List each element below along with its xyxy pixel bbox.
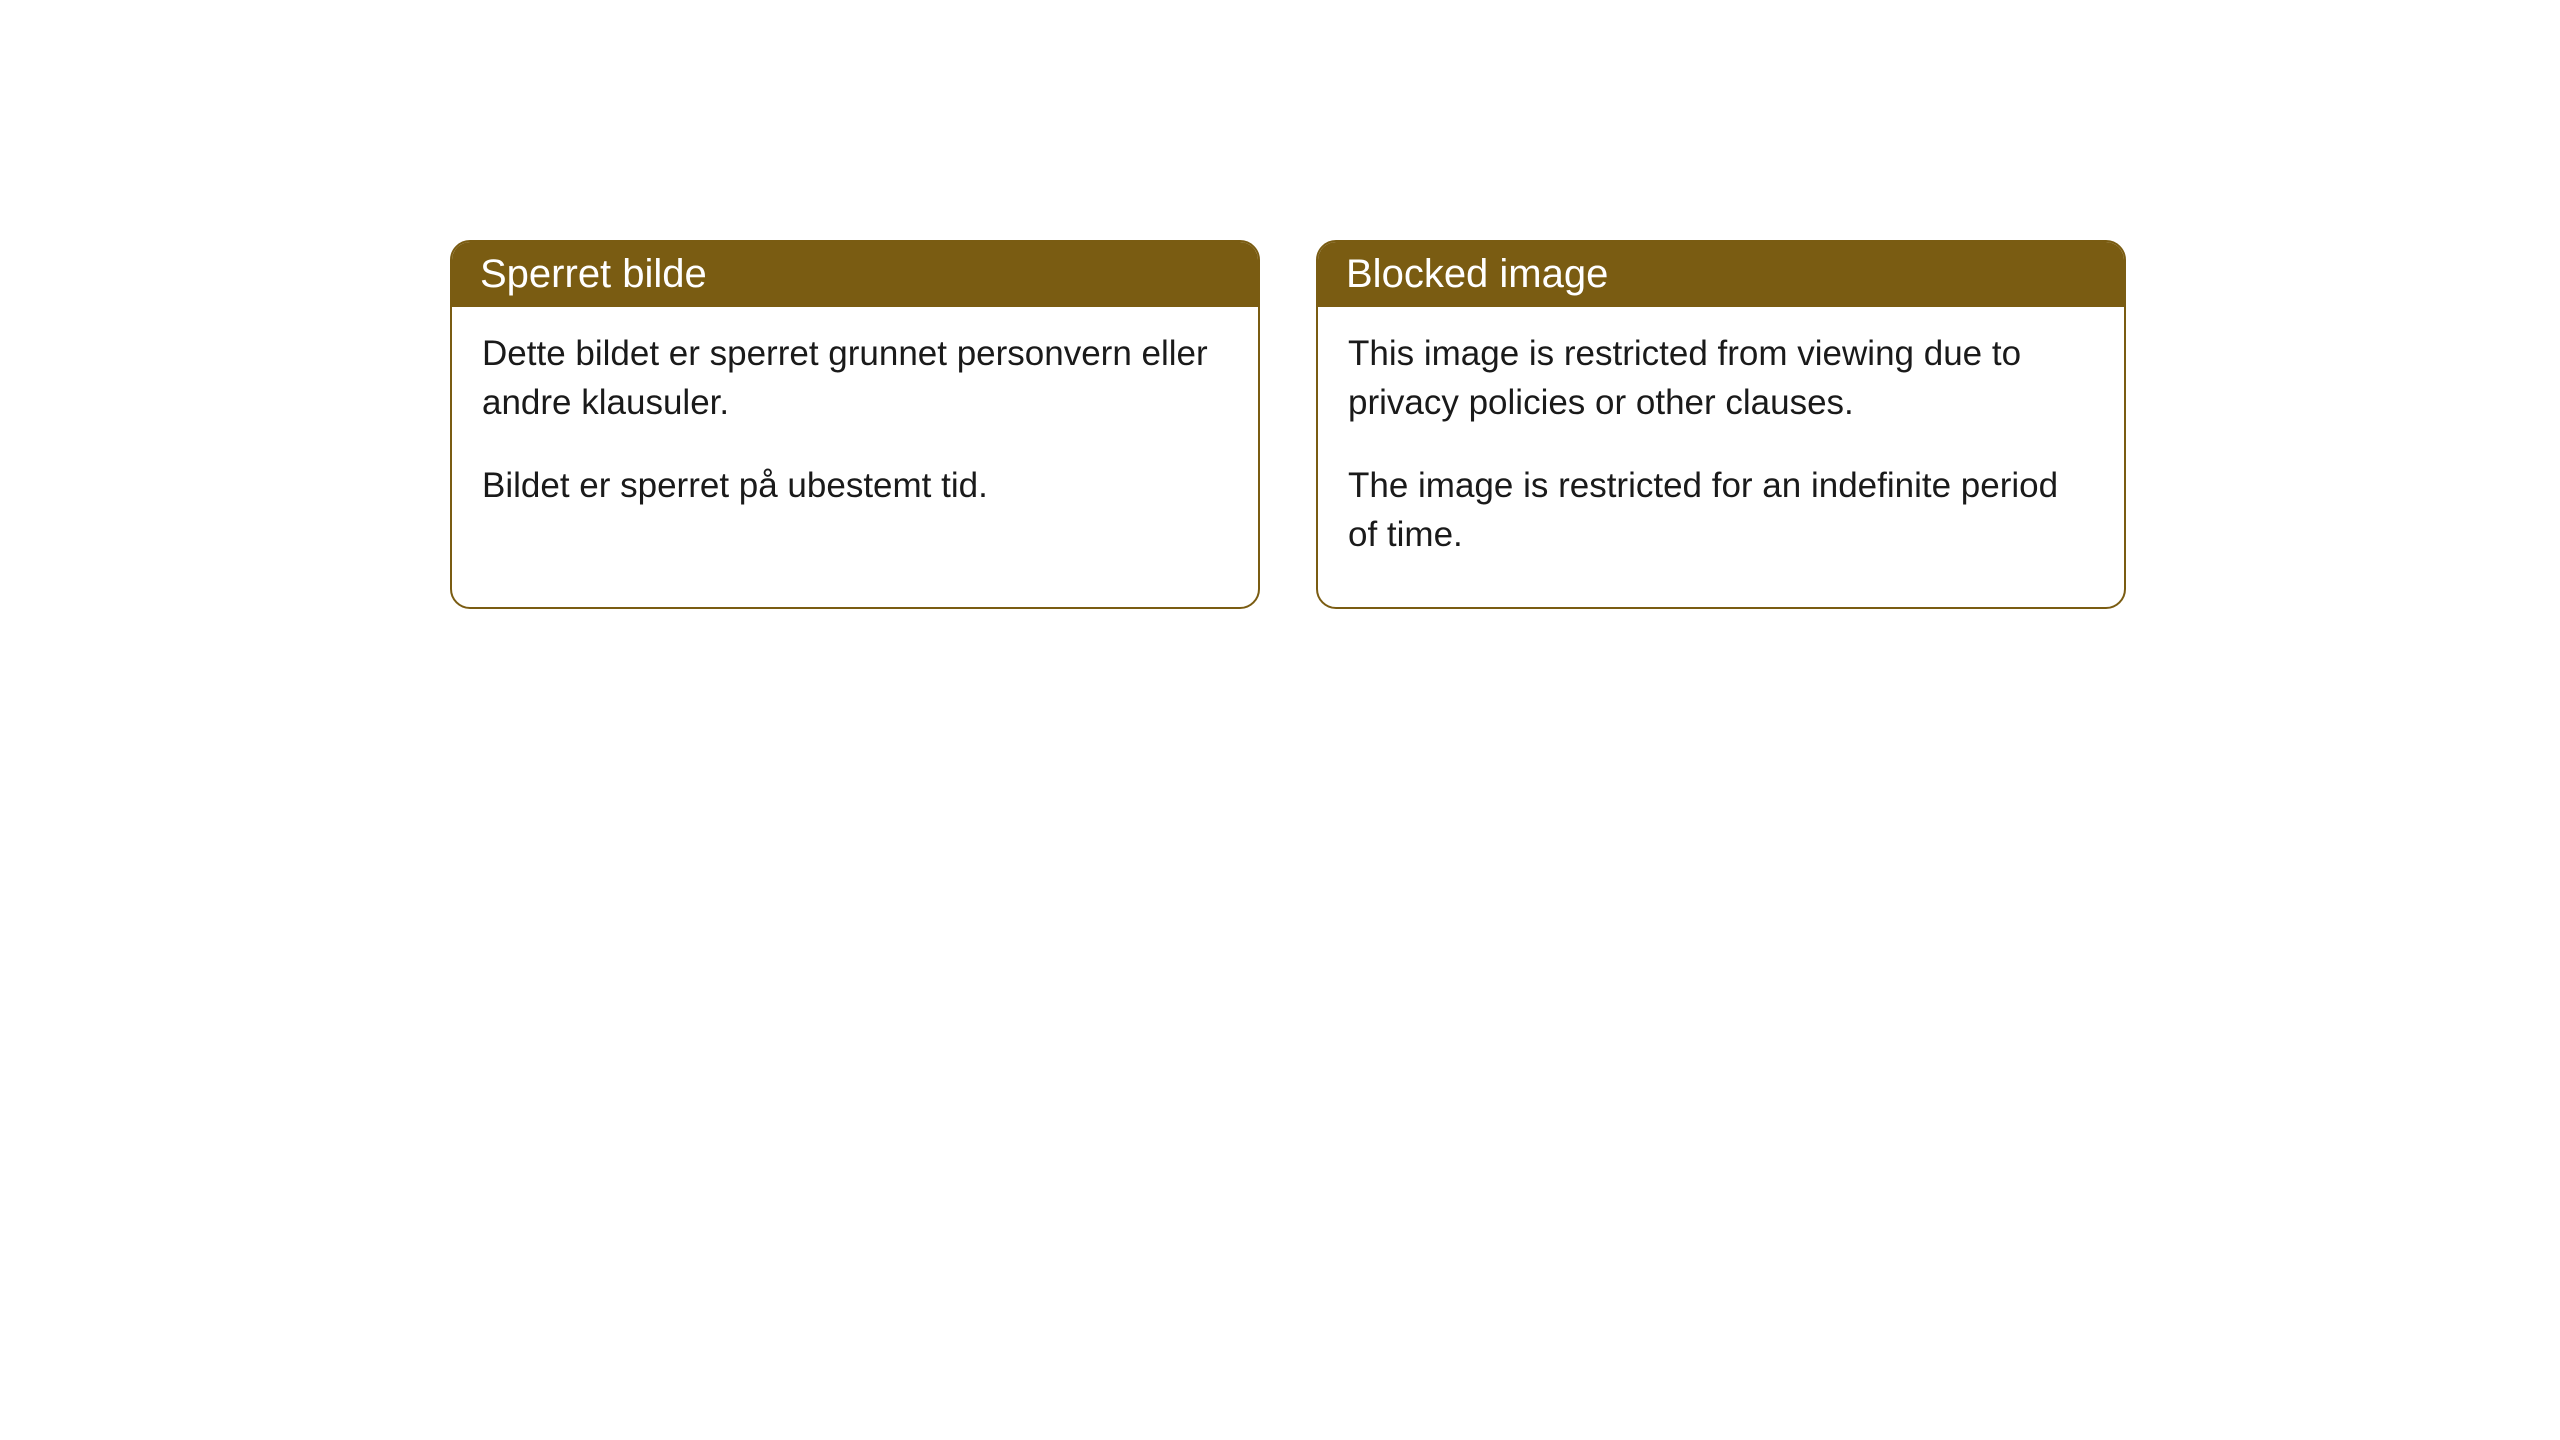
notice-title: Blocked image [1346, 252, 1608, 296]
notice-paragraph: The image is restricted for an indefinit… [1348, 461, 2094, 559]
notice-card-norwegian: Sperret bilde Dette bildet er sperret gr… [450, 240, 1260, 609]
notice-body-norwegian: Dette bildet er sperret grunnet personve… [452, 307, 1258, 558]
notice-paragraph: This image is restricted from viewing du… [1348, 329, 2094, 427]
notice-paragraph: Bildet er sperret på ubestemt tid. [482, 461, 1228, 510]
notice-header-english: Blocked image [1318, 242, 2124, 307]
notice-paragraph: Dette bildet er sperret grunnet personve… [482, 329, 1228, 427]
notice-card-english: Blocked image This image is restricted f… [1316, 240, 2126, 609]
notice-body-english: This image is restricted from viewing du… [1318, 307, 2124, 607]
notice-container: Sperret bilde Dette bildet er sperret gr… [450, 240, 2126, 609]
notice-title: Sperret bilde [480, 252, 707, 296]
notice-header-norwegian: Sperret bilde [452, 242, 1258, 307]
